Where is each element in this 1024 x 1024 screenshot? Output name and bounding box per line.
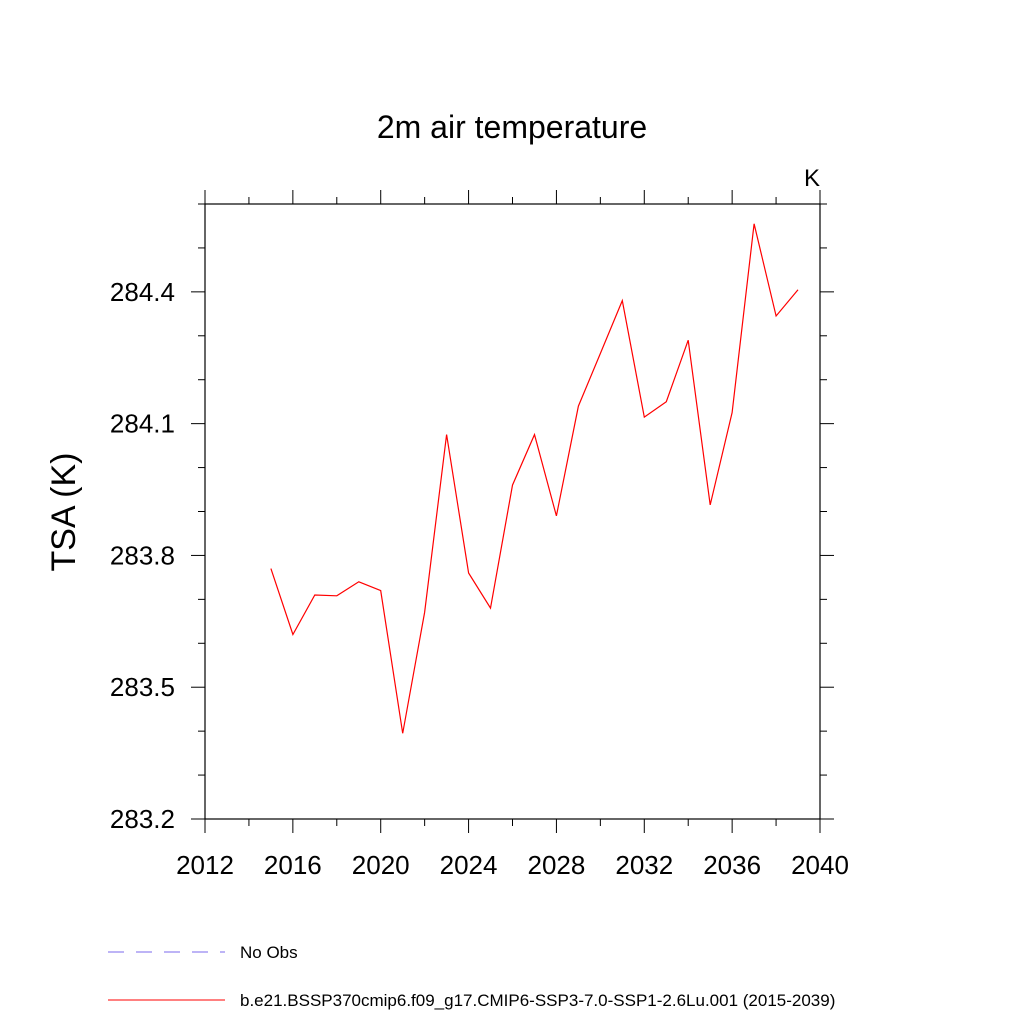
legend-label: b.e21.BSSP370cmip6.f09_g17.CMIP6-SSP3-7.… xyxy=(240,991,835,1010)
y-tick-label: 283.2 xyxy=(110,804,175,834)
tick-marks xyxy=(191,190,834,833)
chart-title: 2m air temperature xyxy=(377,109,647,145)
x-tick-label: 2032 xyxy=(615,850,673,880)
y-axis-label: TSA (K) xyxy=(45,452,83,571)
x-tick-label: 2040 xyxy=(791,850,849,880)
series-line xyxy=(270,223,799,734)
y-tick-label: 284.1 xyxy=(110,409,175,439)
x-tick-label: 2012 xyxy=(176,850,234,880)
tick-labels: 2012 2016 2020 2024 2028 2032 2036 2040 283.2 283… xyxy=(110,277,849,880)
plot-frame xyxy=(204,203,821,820)
x-tick-label: 2020 xyxy=(352,850,410,880)
x-tick-label: 2036 xyxy=(703,850,761,880)
units-label: K xyxy=(804,165,820,192)
x-tick-label: 2028 xyxy=(528,850,586,880)
legend-label: No Obs xyxy=(240,943,298,962)
x-tick-label: 2024 xyxy=(440,850,498,880)
series-lines xyxy=(270,223,799,734)
y-tick-label: 284.4 xyxy=(110,277,175,307)
legend: No Obs b.e21.BSSP370cmip6.f09_g17.CMIP6-S… xyxy=(108,943,835,1010)
y-tick-label: 283.5 xyxy=(110,672,175,702)
x-tick-label: 2016 xyxy=(264,850,322,880)
y-tick-label: 283.8 xyxy=(110,540,175,570)
